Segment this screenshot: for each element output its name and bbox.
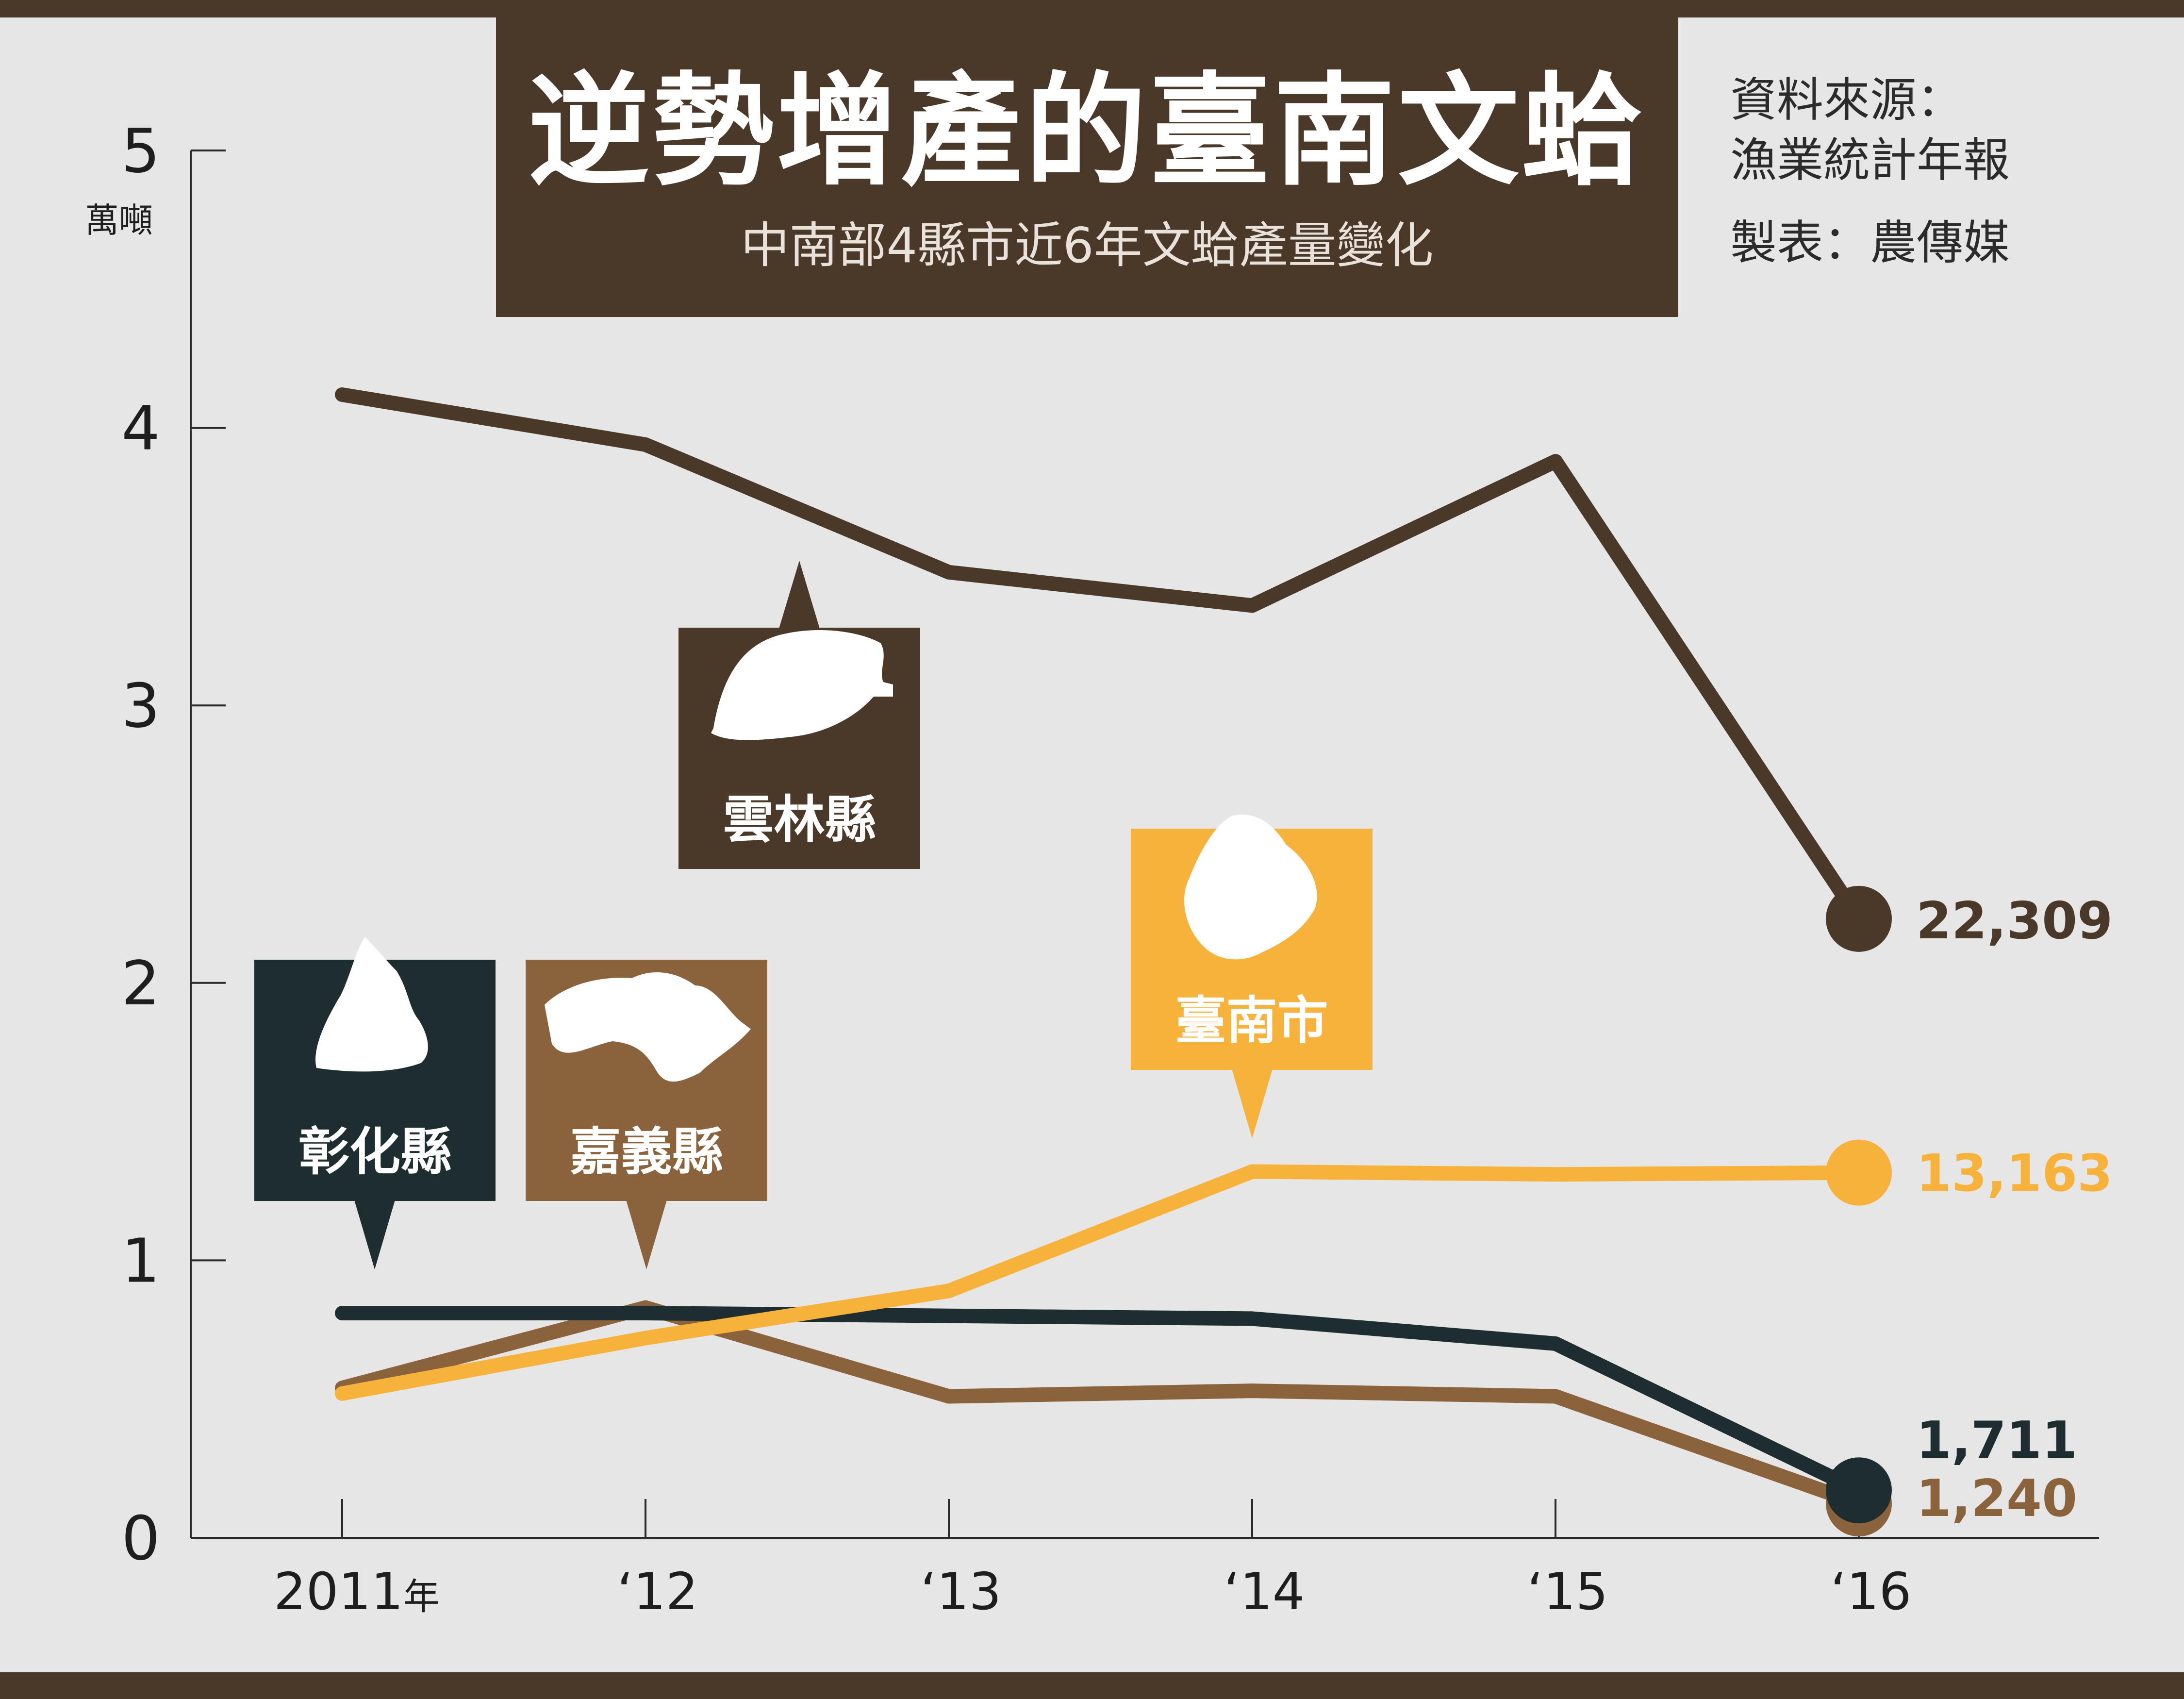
callout-yunlin: 雲林縣 <box>678 561 920 869</box>
end-label-yunlin: 22,309 <box>1916 891 2113 950</box>
callout-pointer-changhua <box>354 1200 395 1269</box>
callout-label-yunlin: 雲林縣 <box>723 790 876 850</box>
callout-label-tainan: 臺南市 <box>1175 991 1328 1050</box>
y-tick-label: 5 <box>121 116 160 186</box>
x-tick-label-year: 2011 <box>274 1562 403 1621</box>
x-tick-label: ‘13 <box>921 1562 1002 1621</box>
changhua-map-icon <box>315 937 428 1072</box>
series-line-yunlin <box>335 387 1866 926</box>
chart-title: 逆勢增產的臺南文蛤 <box>528 61 1646 202</box>
title-box: 逆勢增產的臺南文蛤 中南部4縣市近6年文蛤產量變化 <box>496 17 1678 317</box>
chart-subtitle: 中南部4縣市近6年文蛤產量變化 <box>741 217 1434 274</box>
y-tick-label: 0 <box>121 1503 160 1574</box>
series-line-tainan <box>335 1164 1866 1401</box>
axes: 0 1 2 3 4 5 萬噸 2011年 ‘12 ‘13 ‘14 ‘15 ‘16 <box>85 116 2099 1621</box>
series-line-changhua <box>335 1306 1866 1498</box>
x-tick-label: ‘16 <box>1831 1562 1912 1621</box>
callout-tainan: 臺南市 <box>1131 815 1373 1138</box>
callout-pointer-yunlin <box>779 561 820 629</box>
end-marker-changhua <box>1826 1457 1892 1524</box>
callout-label-changhua: 彰化縣 <box>298 1122 451 1182</box>
end-label-tainan: 13,163 <box>1916 1144 2113 1203</box>
x-tick-label: ‘15 <box>1527 1562 1608 1621</box>
end-label-changhua: 1,711 <box>1916 1411 2077 1470</box>
tainan-map-icon <box>1184 815 1317 960</box>
x-tick-label: 2011年 <box>274 1562 440 1621</box>
y-tick-label: 4 <box>121 394 160 464</box>
end-marker-yunlin <box>1826 885 1892 952</box>
callout-chiayi: 嘉義縣 <box>526 960 767 1269</box>
callout-pointer-tainan <box>1232 1069 1273 1138</box>
end-marker-tainan <box>1826 1139 1892 1206</box>
x-tick-label-suffix: 年 <box>403 1575 440 1618</box>
end-label-chiayi: 1,240 <box>1916 1469 2077 1528</box>
series-line-chiayi <box>335 1300 1866 1511</box>
source-label: 資料來源： <box>1730 73 1963 127</box>
y-axis-unit: 萬噸 <box>85 200 153 240</box>
x-tick-label: ‘12 <box>617 1562 698 1621</box>
bottom-band <box>0 1672 2184 1699</box>
x-tick-label: ‘14 <box>1224 1562 1305 1621</box>
top-band <box>0 0 2184 17</box>
chiayi-map-icon <box>545 972 751 1082</box>
y-tick-label: 1 <box>121 1226 160 1296</box>
y-tick-label: 3 <box>121 671 160 741</box>
credit: 製表：農傳媒 <box>1730 216 2010 270</box>
callout-pointer-chiayi <box>626 1200 667 1269</box>
callout-label-chiayi: 嘉義縣 <box>570 1122 723 1182</box>
yunlin-map-icon <box>711 630 893 740</box>
y-tick-label: 2 <box>121 949 160 1019</box>
callout-changhua: 彰化縣 <box>254 937 496 1269</box>
source-value: 漁業統計年報 <box>1730 133 2010 187</box>
